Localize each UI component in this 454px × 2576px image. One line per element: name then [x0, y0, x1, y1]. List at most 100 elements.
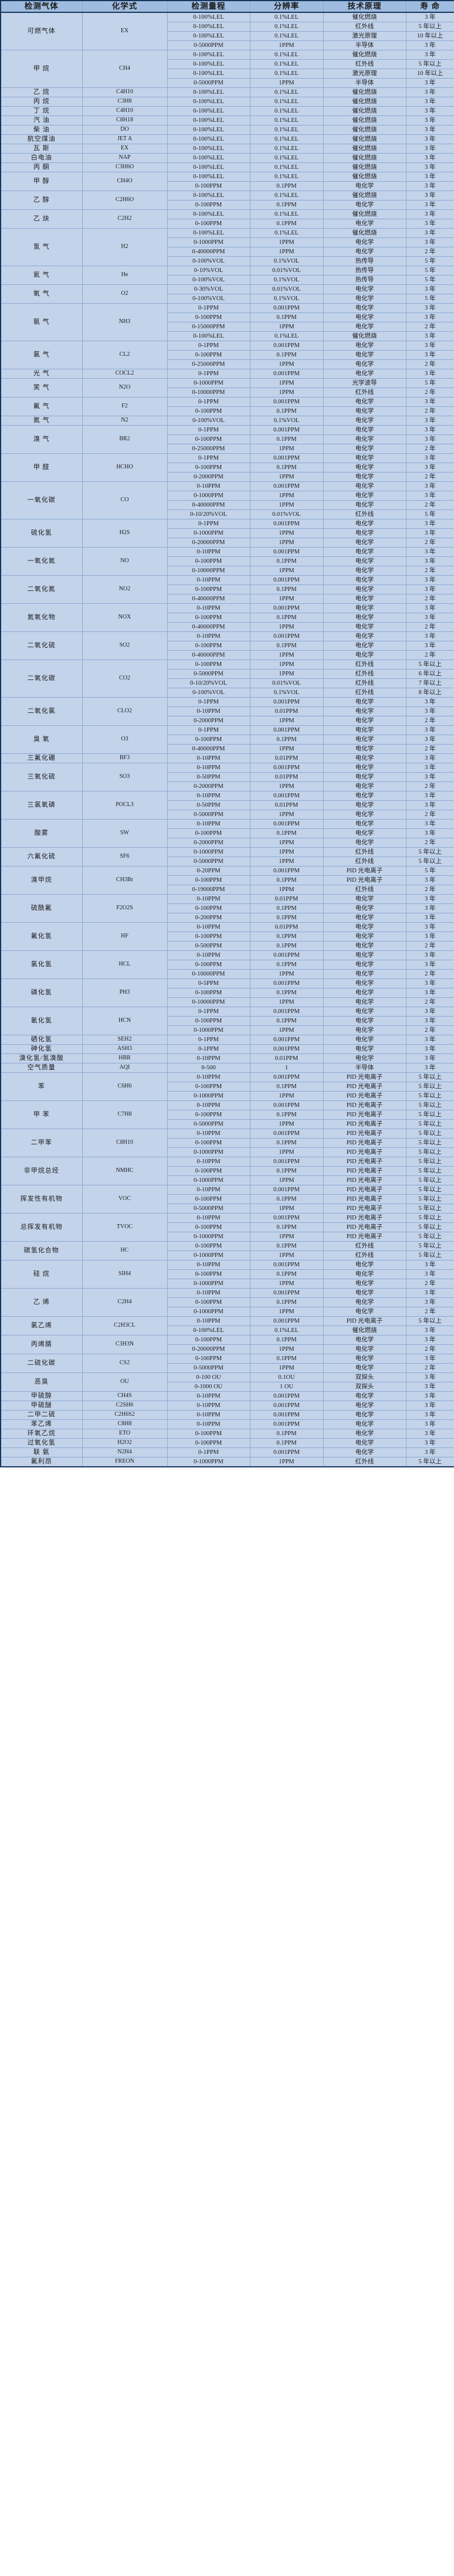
- cell-lifetime: 5 年以上: [405, 1222, 454, 1232]
- cell-gas-name: 航空煤油: [0, 134, 83, 144]
- cell-lifetime: 3 年: [405, 950, 454, 960]
- cell-lifetime: 3 年: [405, 1063, 454, 1073]
- cell-detection-range: 0-100%LEL: [167, 1326, 250, 1335]
- cell-resolution: 0.1PPM: [249, 988, 324, 998]
- cell-resolution: 0.1PPM: [249, 828, 324, 838]
- cell-detection-range: 0-1000PPM: [167, 1307, 250, 1317]
- table-row: 二甲苯 C8H10 0-10PPM 0.001PPM PID 光电离子 5 年以上: [0, 1129, 454, 1157]
- cell-resolution: 0.001PPM: [249, 1401, 324, 1411]
- table-row: 六氟化硫 SF6 0-1000PPM 1PPM 红外线 5 年以上: [0, 847, 454, 866]
- cell-lifetime: 5 年以上: [405, 1232, 454, 1242]
- cell-resolution: 0.001PPM: [249, 481, 324, 491]
- cell-detection-range: 0-10PPM: [167, 922, 250, 932]
- cell-lifetime: 3 年: [405, 453, 454, 463]
- cell-lifetime: 2 年: [405, 1307, 454, 1317]
- cell-lifetime: 3 年: [405, 1391, 454, 1401]
- cell-detection-range: 0-1000PPM: [167, 1025, 250, 1035]
- cell-gas-name: 三氟化硼: [0, 753, 83, 763]
- cell-lifetime: 3 年: [405, 641, 454, 651]
- cell-lifetime: 3 年: [405, 237, 454, 247]
- cell-detection-range: 0-1000 OU: [167, 1382, 250, 1392]
- cell-lifetime: 3 年: [405, 50, 454, 60]
- cell-resolution: 0.1%VOL: [249, 256, 324, 266]
- table-row: 0-40000PPM 1PPM 电化学 2 年: [1, 500, 454, 510]
- cell-lifetime: 5 年以上: [405, 1316, 454, 1326]
- cell-lifetime: 5 年以上: [405, 1194, 454, 1204]
- cell-lifetime: 3 年: [405, 1297, 454, 1307]
- cell-detection-range: 0-10PPM: [167, 894, 250, 904]
- column-header-formula: 化学式: [82, 0, 168, 13]
- cell-resolution: 0.001PPM: [249, 1185, 324, 1195]
- cell-resolution: 1PPM: [249, 885, 324, 895]
- cell-lifetime: 2 年: [405, 969, 454, 979]
- table-row: 三氧化硫 SO3 0-10PPM 0.001PPM 电化学 3 年: [0, 763, 454, 791]
- cell-lifetime: 3 年: [405, 1335, 454, 1345]
- cell-lifetime: 2 年: [405, 566, 454, 576]
- table-row: 0-5000PPM 1PPM PID 光电离子 5 年以上: [1, 1204, 454, 1214]
- table-row: 笑 气 N2O 0-1000PPM 1PPM 光学波导 5 年: [0, 378, 454, 397]
- cell-resolution: 1PPM: [249, 744, 324, 754]
- cell-resolution: 0.1%LEL: [249, 106, 324, 116]
- cell-resolution: 1PPM: [249, 378, 324, 388]
- cell-principle: 催化燃烧: [323, 172, 406, 182]
- cell-lifetime: 3 年: [405, 144, 454, 154]
- cell-principle: 电化学: [323, 716, 406, 726]
- table-row: 环氧乙烷 ETO 0-100PPM 0.1PPM 电化学 3 年: [0, 1429, 454, 1439]
- cell-detection-range: 0-100%LEL: [167, 50, 250, 60]
- table-row: 0-100PPM 0.1PPM 电化学 3 年: [1, 903, 454, 913]
- cell-resolution: 0.1%LEL: [249, 97, 324, 107]
- cell-detection-range: 0-100PPM: [167, 660, 250, 670]
- table-row: 硅 烷 SIH4 0-10PPM 0.001PPM 电化学 3 年: [0, 1260, 454, 1289]
- cell-gas-name: 三氯氧磷: [0, 791, 83, 820]
- cell-chemical-formula: CH4O: [82, 172, 168, 191]
- cell-lifetime: 5 年以上: [405, 1072, 454, 1082]
- cell-principle: 红外线: [323, 388, 406, 397]
- cell-detection-range: 0-1PPM: [167, 303, 250, 313]
- cell-principle: 电化学: [323, 181, 406, 191]
- cell-lifetime: 5 年以上: [405, 1166, 454, 1176]
- cell-principle: 电化学: [323, 941, 406, 951]
- cell-lifetime: 5 年: [405, 275, 454, 285]
- cell-lifetime: 3 年: [405, 875, 454, 885]
- cell-resolution: 1PPM: [249, 622, 324, 632]
- cell-gas-name: 可燃气体: [0, 12, 83, 50]
- cell-detection-range: 0-1PPM: [167, 697, 250, 707]
- cell-principle: 电化学: [323, 1016, 406, 1026]
- cell-resolution: 0.1PPM: [249, 1241, 324, 1251]
- cell-detection-range: 0-10PPM: [167, 603, 250, 613]
- cell-resolution: 1PPM: [249, 1344, 324, 1354]
- table-row: 0-40000PPM 1PPM 电化学 2 年: [1, 650, 454, 660]
- cell-lifetime: 3 年: [405, 763, 454, 773]
- table-row: 瓦 斯 EX 0-100%LEL 0.1%LEL 催化燃烧 3 年: [0, 144, 454, 154]
- table-row: 白电油 NAP 0-100%LEL 0.1%LEL 催化燃烧 3 年: [0, 153, 454, 163]
- cell-principle: 电化学: [323, 763, 406, 773]
- cell-principle: 电化学: [323, 284, 406, 294]
- cell-chemical-formula: C2H6S2: [82, 1410, 168, 1420]
- cell-gas-name: 汽 油: [0, 115, 83, 125]
- cell-principle: 电化学: [323, 791, 406, 801]
- cell-detection-range: 0-100%LEL: [167, 31, 250, 41]
- table-row: 丙 酮 C3H6O 0-100%LEL 0.1%LEL 催化燃烧 3 年: [0, 162, 454, 172]
- cell-detection-range: 0-100PPM: [167, 1354, 250, 1364]
- cell-principle: 电化学: [323, 932, 406, 942]
- cell-gas-name: 二氧化氮: [0, 575, 83, 604]
- table-row: 氧 气 O2 0-30%VOL 0.01%VOL 电化学 3 年: [0, 284, 454, 304]
- cell-principle: PID 光电离子: [323, 1072, 406, 1082]
- cell-gas-name: 乙 醇: [0, 191, 83, 210]
- cell-principle: 电化学: [323, 200, 406, 210]
- cell-resolution: 0.1%LEL: [249, 162, 324, 172]
- table-row: 0-10PPM 0.01PPM 电化学 3 年: [1, 706, 454, 716]
- cell-detection-range: 0-10PPM: [167, 1129, 250, 1139]
- cell-lifetime: 5 年以上: [405, 1147, 454, 1157]
- table-row: 乙 醇 C2H6O 0-100%LEL 0.1%LEL 催化燃烧 3 年: [0, 191, 454, 210]
- cell-chemical-formula: C3H6O: [82, 162, 168, 172]
- table-row: 0-1000PPM 1PPM 红外线 5 年以上: [1, 1250, 454, 1260]
- cell-detection-range: 0-1PPM: [167, 1044, 250, 1054]
- cell-principle: 电化学: [323, 566, 406, 576]
- cell-lifetime: 3 年: [405, 613, 454, 623]
- cell-gas-name: 溴化氢/氢溴酸: [0, 1053, 83, 1063]
- cell-detection-range: 0-10PPM: [167, 706, 250, 716]
- cell-gas-name: 氟化氢: [0, 922, 83, 951]
- cell-detection-range: 0-100%LEL: [167, 12, 250, 22]
- cell-detection-range: 0-100%LEL: [167, 97, 250, 107]
